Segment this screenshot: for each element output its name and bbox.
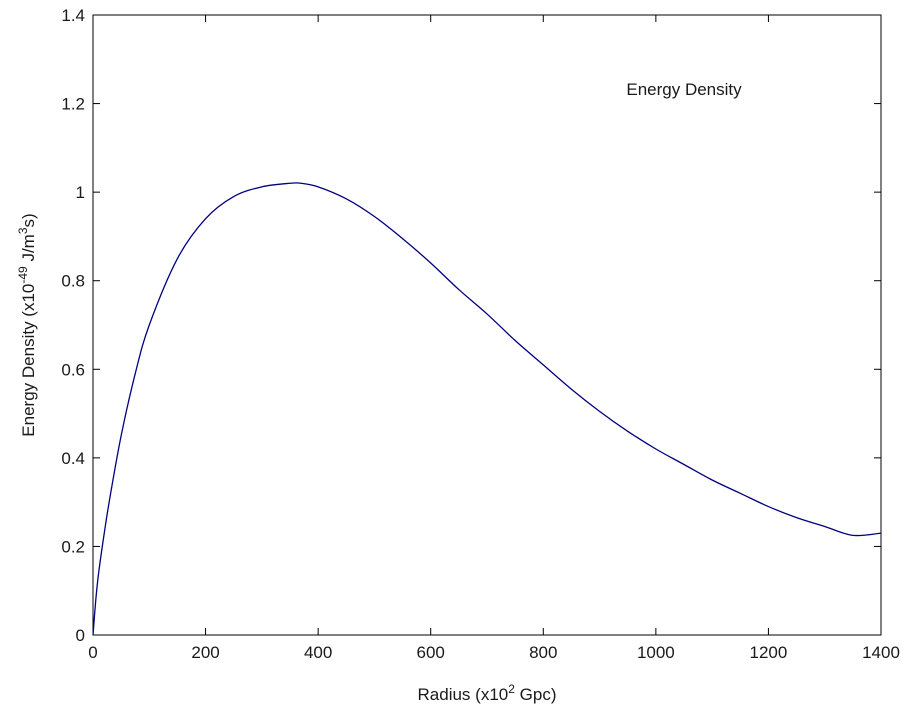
y-axis-ticks: 0 0.2 0.4 0.6 0.8 1 1.2 1.4 [61, 6, 881, 645]
y-tick-label: 1 [76, 183, 85, 202]
y-tick-label: 1.2 [61, 95, 85, 114]
plot-area [92, 14, 882, 636]
x-axis-ticks: 0 200 400 600 800 1000 1200 1400 [88, 15, 900, 662]
y-tick-label: 1.4 [61, 6, 85, 25]
x-axis-label: Radius (x102 Gpc) [418, 682, 557, 704]
energy-density-line [92, 182, 882, 636]
y-axis-label: Energy Density (x10-49 J/m3s) [16, 213, 38, 436]
y-tick-label: 0.2 [61, 537, 85, 556]
x-tick-label: 1400 [862, 643, 900, 662]
y-tick-label: 0 [76, 626, 85, 645]
x-tick-label: 1000 [637, 643, 675, 662]
y-tick-label: 0.4 [61, 449, 85, 468]
x-tick-label: 400 [304, 643, 332, 662]
x-tick-label: 0 [88, 643, 97, 662]
x-tick-label: 1200 [750, 643, 788, 662]
y-tick-label: 0.8 [61, 272, 85, 291]
x-tick-label: 800 [529, 643, 557, 662]
annotation-label: Energy Density [626, 80, 742, 99]
x-tick-label: 600 [417, 643, 445, 662]
x-tick-label: 200 [191, 643, 219, 662]
y-tick-label: 0.6 [61, 360, 85, 379]
